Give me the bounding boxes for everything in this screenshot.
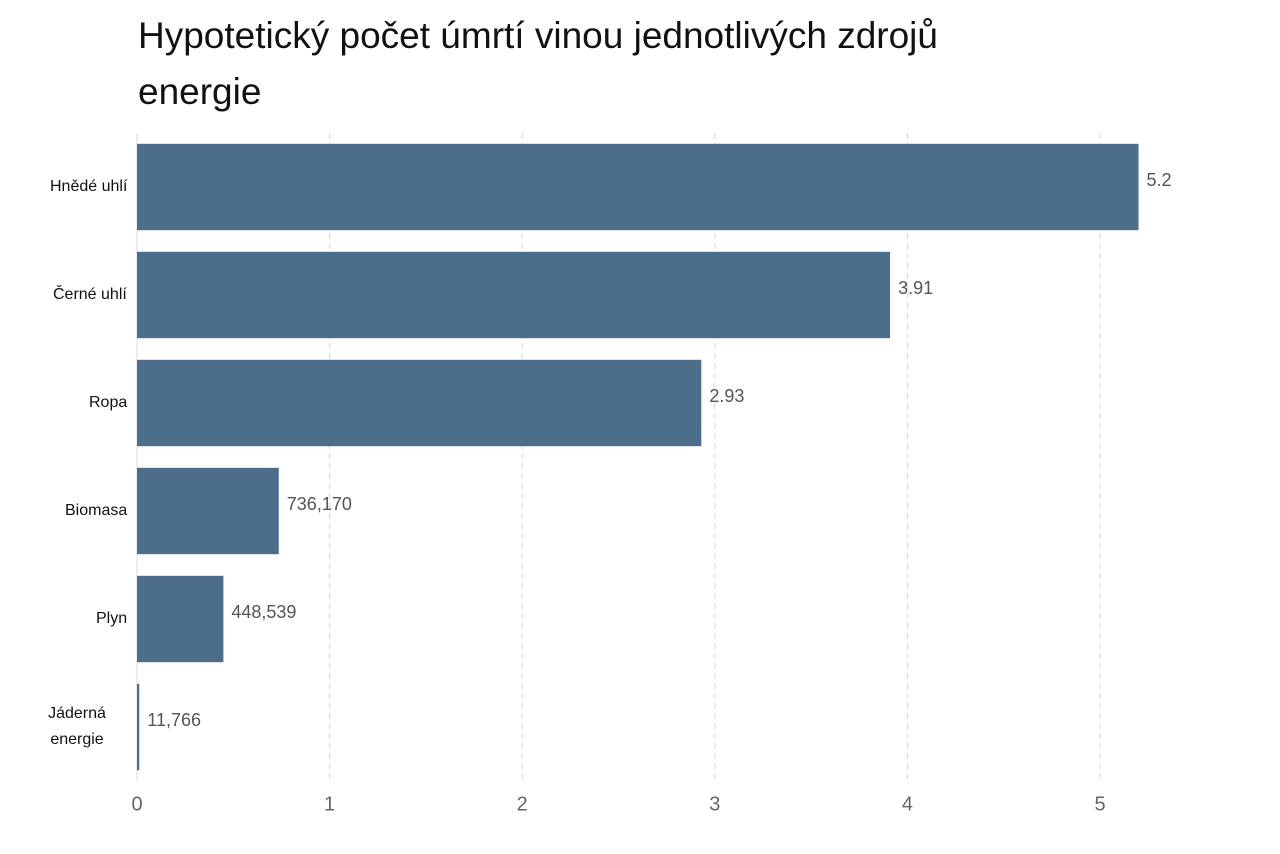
value-label: 448,539 [231,602,296,622]
y-tick-label: Plyn [96,610,128,627]
x-tick-label: 3 [709,793,720,815]
x-tick-label: 5 [1094,793,1105,815]
x-tick-label: 2 [517,793,528,815]
bar [137,359,702,447]
chart-title: Hypotetický počet úmrtí vinou jednotlivý… [138,15,938,112]
value-label: 5.2 [1147,170,1172,190]
bar [137,467,279,555]
y-tick-label: Ropa [89,394,128,411]
y-tick-label: Hnědé uhlí [50,178,128,195]
bar [137,143,1139,231]
value-label: 3.91 [898,278,933,298]
bar [137,683,140,771]
x-tick-label: 1 [324,793,335,815]
y-tick-label: Biomasa [65,502,128,519]
y-tick-label: Černé uhlí [53,286,127,303]
value-label: 11,766 [147,710,201,730]
bar [137,575,224,663]
value-label: 736,170 [287,494,352,514]
x-tick-label: 0 [131,793,142,815]
bar [137,251,891,339]
x-tick-label: 4 [902,793,913,815]
y-tick-label: Jáderná energie [48,705,106,748]
value-label: 2.93 [709,386,744,406]
